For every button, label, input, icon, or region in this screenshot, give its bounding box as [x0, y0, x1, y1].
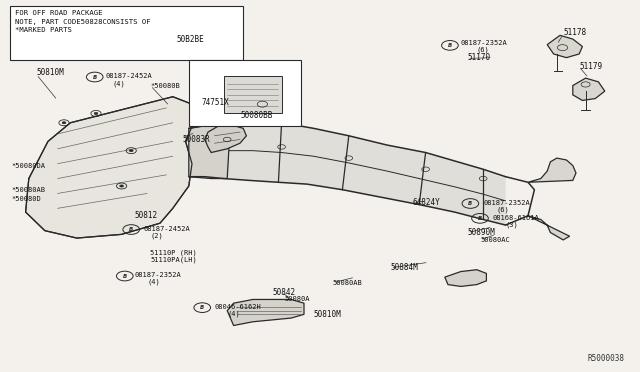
Polygon shape: [189, 123, 230, 179]
Text: (4): (4): [112, 80, 125, 87]
Text: (6): (6): [477, 47, 490, 54]
Text: 50810M: 50810M: [36, 68, 64, 77]
Text: 50812: 50812: [134, 211, 157, 220]
Text: B: B: [200, 305, 204, 310]
Polygon shape: [26, 97, 195, 238]
Polygon shape: [205, 125, 246, 153]
Text: B: B: [129, 227, 133, 232]
Text: 50083R: 50083R: [182, 135, 210, 144]
FancyBboxPatch shape: [189, 60, 301, 126]
Text: 51178: 51178: [563, 28, 586, 37]
Text: 50080AB: 50080AB: [333, 280, 362, 286]
Text: 51110P (RH): 51110P (RH): [150, 250, 197, 256]
Text: B: B: [468, 201, 472, 206]
Polygon shape: [547, 35, 582, 58]
Text: 74751X: 74751X: [202, 98, 229, 107]
Text: 50884M: 50884M: [390, 263, 418, 272]
Polygon shape: [528, 216, 570, 240]
Text: FOR OFF ROAD PACKAGE
NOTE, PART CODE50828CONSISTS OF
*MARKED PARTS: FOR OFF ROAD PACKAGE NOTE, PART CODE5082…: [15, 10, 150, 33]
Text: 50810M: 50810M: [314, 310, 341, 319]
Text: B: B: [478, 216, 482, 221]
Text: 08187-2352A: 08187-2352A: [483, 200, 530, 206]
Text: (6): (6): [496, 207, 509, 214]
Text: 50080AC: 50080AC: [480, 237, 509, 243]
Circle shape: [62, 122, 66, 124]
Text: 08168-6161A: 08168-6161A: [493, 215, 540, 221]
Text: 50080A: 50080A: [285, 296, 310, 302]
Polygon shape: [227, 299, 304, 326]
Text: B: B: [93, 74, 97, 80]
Circle shape: [120, 185, 124, 187]
Text: 50842: 50842: [272, 288, 295, 296]
Text: 51170: 51170: [467, 53, 490, 62]
FancyBboxPatch shape: [10, 6, 243, 60]
Text: *50080B: *50080B: [150, 83, 180, 89]
Text: 08046-6162H: 08046-6162H: [214, 304, 261, 310]
Text: *50080AB: *50080AB: [12, 187, 45, 193]
Text: 08187-2352A: 08187-2352A: [134, 272, 181, 278]
Text: *50080D: *50080D: [12, 196, 41, 202]
Text: B: B: [123, 273, 127, 279]
Text: 08187-2452A: 08187-2452A: [106, 73, 152, 79]
Text: 51179: 51179: [579, 62, 602, 71]
Text: 50080BB: 50080BB: [240, 111, 273, 120]
Polygon shape: [573, 78, 605, 100]
Text: (4): (4): [227, 311, 240, 317]
Circle shape: [94, 112, 98, 115]
Text: 51110PA(LH): 51110PA(LH): [150, 256, 197, 263]
Polygon shape: [528, 158, 576, 182]
Circle shape: [129, 150, 133, 152]
Text: (2): (2): [150, 233, 163, 240]
Text: (3): (3): [506, 221, 518, 228]
Text: *50080DA: *50080DA: [12, 163, 45, 169]
Text: B: B: [448, 43, 452, 48]
FancyBboxPatch shape: [224, 76, 282, 113]
Polygon shape: [189, 121, 506, 225]
Text: 50890M: 50890M: [467, 228, 495, 237]
Text: (4): (4): [147, 279, 160, 285]
Text: 50B2BE: 50B2BE: [176, 35, 204, 44]
Polygon shape: [445, 270, 486, 286]
Text: 08187-2352A: 08187-2352A: [461, 40, 508, 46]
Text: 08187-2452A: 08187-2452A: [144, 226, 191, 232]
Text: R5000038: R5000038: [587, 354, 624, 363]
Text: 64824Y: 64824Y: [413, 198, 440, 207]
